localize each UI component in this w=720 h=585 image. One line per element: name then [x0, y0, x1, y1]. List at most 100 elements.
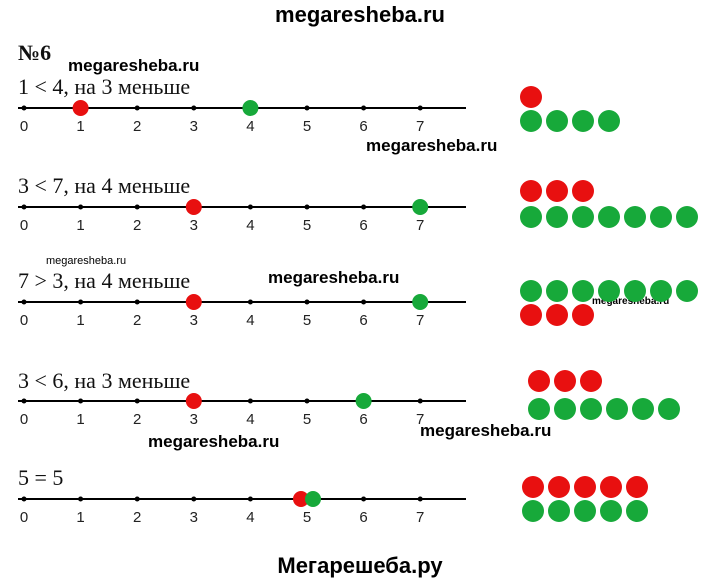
green-counter-row: [522, 500, 648, 522]
red-counter-row: [528, 370, 602, 392]
tick-label: 4: [246, 118, 254, 135]
red-counter: [548, 476, 570, 498]
tick-label: 4: [246, 411, 254, 428]
tick-mark: [134, 204, 140, 210]
red-counter: [572, 180, 594, 202]
tick-label: 0: [20, 118, 28, 135]
red-point-marker: [72, 100, 89, 116]
tick-mark: [247, 398, 253, 404]
watermark-top: megaresheba.ru: [275, 2, 445, 27]
red-counter: [600, 476, 622, 498]
tick-label: 6: [359, 118, 367, 135]
watermark-inline: megaresheba.ru: [268, 268, 400, 287]
red-counter-row: [520, 86, 542, 108]
tick-mark: [78, 299, 84, 305]
green-counter-row: [520, 280, 698, 302]
tick-label: 2: [133, 509, 141, 526]
green-counter: [598, 280, 620, 302]
green-counter: [548, 500, 570, 522]
green-counter-row: [520, 206, 698, 228]
tick-mark: [304, 105, 310, 111]
green-point-marker: [305, 491, 321, 507]
green-point-marker: [242, 100, 259, 116]
green-counter: [650, 206, 672, 228]
red-counter: [520, 180, 542, 202]
tick-mark: [78, 398, 84, 404]
tick-mark: [21, 204, 27, 210]
tick-mark: [417, 398, 423, 404]
watermark-inline: megaresheba.ru: [420, 421, 552, 440]
red-point-marker: [185, 393, 202, 409]
red-counter: [546, 304, 568, 326]
tick-label: 5: [303, 217, 311, 234]
green-counter-row: [520, 110, 620, 132]
tick-mark: [21, 299, 27, 305]
red-counter: [554, 370, 576, 392]
green-counter: [522, 500, 544, 522]
tick-label: 4: [246, 509, 254, 526]
green-point-marker: [412, 294, 429, 310]
green-point-marker: [355, 393, 372, 409]
red-counter: [572, 304, 594, 326]
number-line: 0 1 2 3 4 5 6 7: [18, 100, 466, 135]
green-counter: [546, 280, 568, 302]
green-counter: [658, 398, 680, 420]
number-line: 0 1 2 3 4 5 6 7: [18, 199, 466, 234]
green-counter: [520, 110, 542, 132]
exercise-label: 3 < 7, на 4 меньше: [18, 173, 191, 198]
green-counter: [598, 206, 620, 228]
green-counter: [580, 398, 602, 420]
tick-mark: [304, 299, 310, 305]
red-counter: [520, 86, 542, 108]
tick-mark: [21, 398, 27, 404]
tick-label: 5: [303, 411, 311, 428]
task-number: №6: [18, 40, 52, 65]
tick-label: 7: [416, 312, 424, 329]
tick-label: 3: [190, 118, 198, 135]
tick-mark: [361, 105, 367, 111]
red-counter-row: [520, 304, 594, 326]
watermark-inline: megaresheba.ru: [46, 255, 127, 267]
tick-mark: [417, 496, 423, 502]
tick-mark: [304, 204, 310, 210]
tick-mark: [361, 496, 367, 502]
tick-mark: [21, 496, 27, 502]
exercise-label: 5 = 5: [18, 465, 64, 490]
green-counter: [626, 500, 648, 522]
red-counter: [546, 180, 568, 202]
tick-mark: [247, 496, 253, 502]
green-counter: [650, 280, 672, 302]
tick-label: 5: [303, 118, 311, 135]
green-counter: [554, 398, 576, 420]
tick-label: 0: [20, 411, 28, 428]
tick-label: 2: [133, 312, 141, 329]
exercise-label: 7 > 3, на 4 меньше: [18, 268, 191, 293]
tick-label: 6: [359, 509, 367, 526]
red-counter-row: [522, 476, 648, 498]
tick-mark: [134, 496, 140, 502]
tick-mark: [304, 398, 310, 404]
tick-label: 3: [190, 509, 198, 526]
green-counter: [572, 206, 594, 228]
green-counter: [574, 500, 596, 522]
green-counter: [624, 280, 646, 302]
number-line: 0 1 2 3 4 5 6 7: [18, 294, 466, 329]
exercise-label: 3 < 6, на 3 меньше: [18, 368, 191, 393]
watermark-inline: megaresheba.ru: [68, 56, 200, 75]
tick-label: 3: [190, 411, 198, 428]
green-counter: [598, 110, 620, 132]
tick-label: 0: [20, 509, 28, 526]
tick-label: 1: [76, 312, 84, 329]
tick-label: 6: [359, 411, 367, 428]
green-counter-row: [528, 398, 680, 420]
tick-label: 5: [303, 509, 311, 526]
number-line: 0 1 2 3 4 5 6 7: [18, 393, 466, 428]
tick-mark: [361, 204, 367, 210]
tick-label: 3: [190, 217, 198, 234]
tick-label: 2: [133, 411, 141, 428]
red-point-marker: [293, 491, 309, 507]
tick-mark: [247, 299, 253, 305]
tick-mark: [361, 299, 367, 305]
watermark-bottom: Мегарешеба.ру: [277, 553, 443, 578]
tick-label: 7: [416, 118, 424, 135]
